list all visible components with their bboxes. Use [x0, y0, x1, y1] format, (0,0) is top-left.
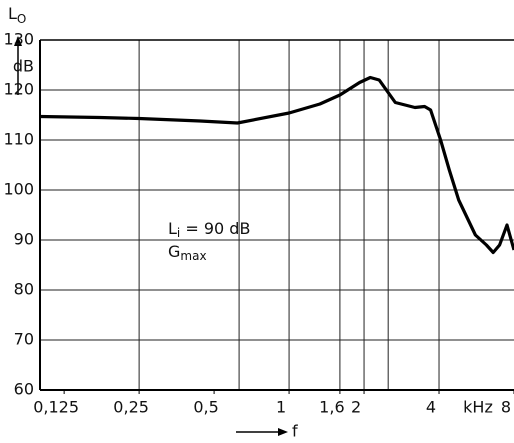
x-tick-label: 0,5 [193, 398, 218, 417]
y-tick-label: 100 [3, 180, 34, 199]
x-tick-label: 1,6 [319, 398, 344, 417]
x-unit: kHz [463, 398, 493, 417]
y-tick-label: 80 [14, 280, 34, 299]
annotation-line2: Gmax [168, 242, 207, 263]
y-label: LO [8, 4, 26, 26]
annotation-sub: max [180, 249, 206, 263]
annotation-line1: Li = 90 dB [168, 219, 250, 240]
annotation-main: L [168, 219, 177, 238]
x-tick-label: 2 [351, 398, 361, 417]
x-tick-label: 8 [501, 398, 511, 417]
y-tick-label: 90 [14, 230, 34, 249]
y-label-sub: O [17, 12, 26, 26]
x-tick-label: 0,125 [33, 398, 79, 417]
x-arrow-head [278, 428, 288, 436]
y-tick-label: 60 [14, 380, 34, 399]
annotation-rest: = 90 dB [180, 219, 250, 238]
x-tick-label: 1 [276, 398, 286, 417]
y-label-main: L [8, 4, 17, 23]
y-tick-label: 130 [3, 30, 34, 49]
y-tick-label: 110 [3, 130, 34, 149]
annotation-main: G [168, 242, 180, 261]
y-tick-label: 120 [3, 80, 34, 99]
response-curve [39, 75, 514, 255]
x-tick-label: 4 [426, 398, 436, 417]
y-arrow-head [14, 36, 22, 46]
annotation-sub: i [177, 226, 180, 240]
y-unit: dB [13, 57, 34, 76]
x-tick-label: 0,25 [113, 398, 149, 417]
y-tick-label: 70 [14, 330, 34, 349]
x-label: f [292, 422, 298, 441]
